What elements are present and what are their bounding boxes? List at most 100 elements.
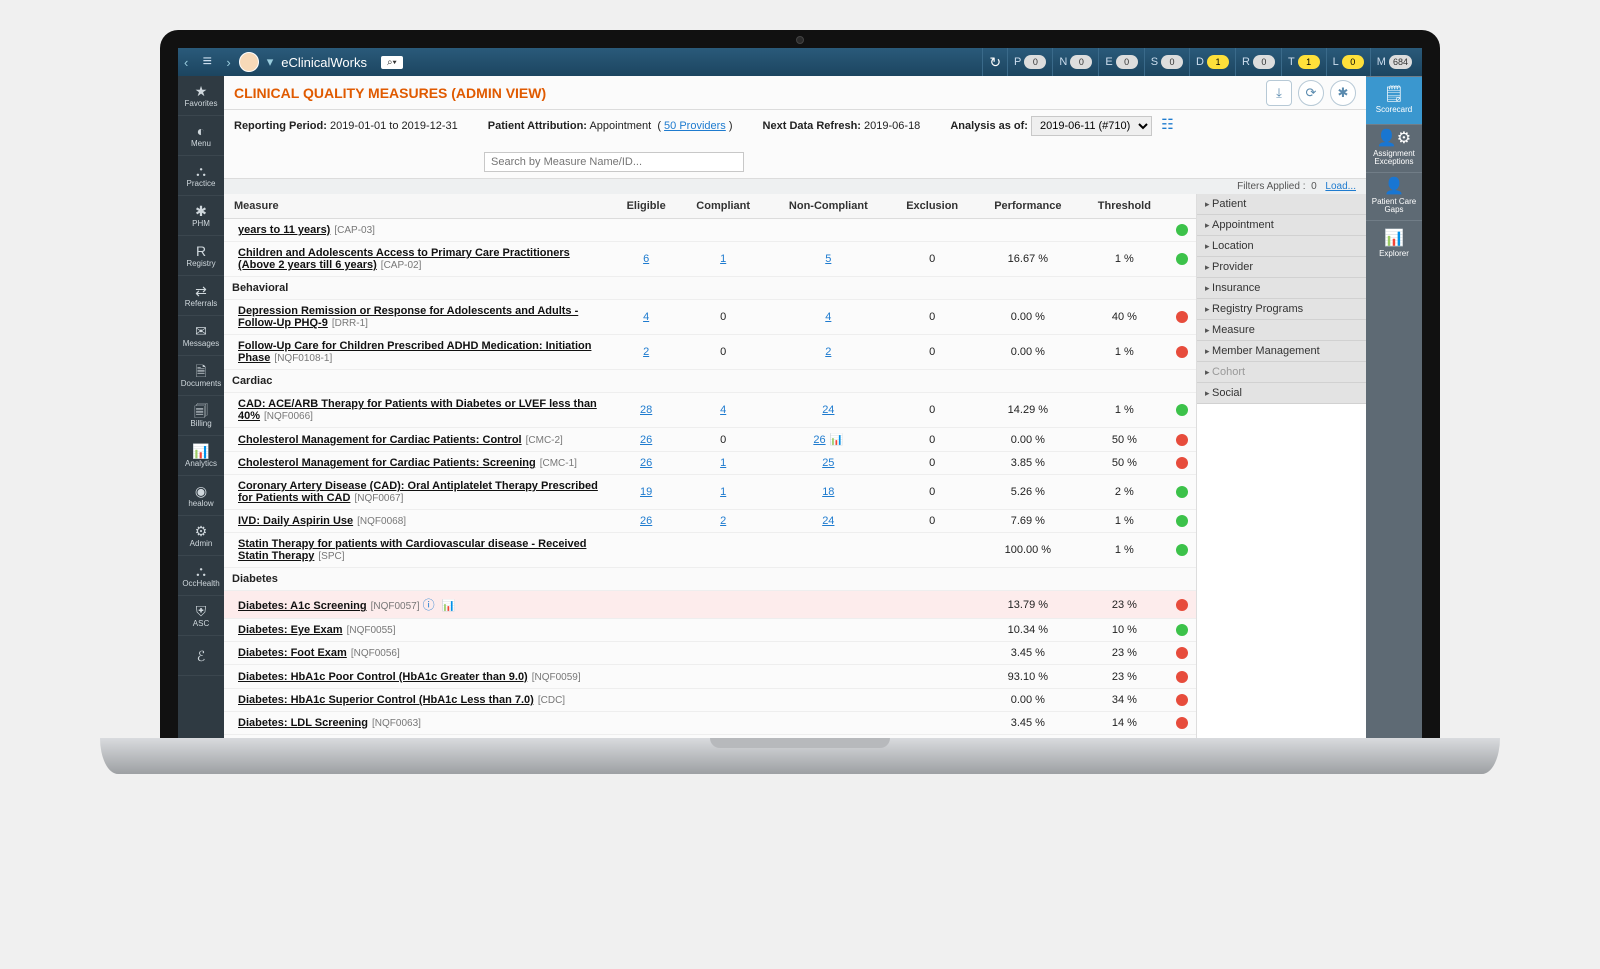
cell-compliant[interactable]: 1 bbox=[679, 452, 766, 475]
measure-link[interactable]: Diabetes: HbA1c Poor Control (HbA1c Grea… bbox=[238, 671, 528, 683]
notif-D[interactable]: D1 bbox=[1189, 48, 1235, 76]
cell-eligible[interactable]: 6 bbox=[613, 242, 680, 277]
filter-location[interactable]: Location bbox=[1197, 236, 1366, 257]
cell-eligible[interactable]: 28 bbox=[613, 393, 680, 428]
leftnav-analytics[interactable]: 📊Analytics bbox=[178, 436, 224, 476]
refresh-icon[interactable]: ↻ bbox=[989, 54, 1001, 71]
measure-link[interactable]: Diabetes: HbA1c Superior Control (HbA1c … bbox=[238, 694, 534, 706]
avatar-chevron[interactable]: ▾ bbox=[265, 54, 276, 70]
cell-noncompliant[interactable]: 4 bbox=[767, 300, 890, 335]
notif-E[interactable]: E0 bbox=[1098, 48, 1143, 76]
list-view-icon[interactable]: ☷ bbox=[1161, 116, 1174, 132]
cell-noncompliant[interactable]: 5 bbox=[767, 242, 890, 277]
avatar[interactable] bbox=[239, 52, 259, 72]
leftnav-practice[interactable]: ⛬Practice bbox=[178, 156, 224, 196]
filter-patient[interactable]: Patient bbox=[1197, 194, 1366, 215]
cell-noncompliant[interactable]: 24 bbox=[767, 510, 890, 533]
info-icon[interactable]: ⓘ bbox=[423, 598, 435, 612]
notif-M[interactable]: M684 bbox=[1370, 48, 1418, 76]
notif-N[interactable]: N0 bbox=[1052, 48, 1098, 76]
measure-link[interactable]: years to 11 years) bbox=[238, 224, 330, 236]
rightnav-assignment-exceptions[interactable]: 👤⚙Assignment Exceptions bbox=[1366, 124, 1422, 172]
measure-link[interactable]: Diabetes: Eye Exam bbox=[238, 624, 343, 636]
leftnav-documents[interactable]: 🗎Documents bbox=[178, 356, 224, 396]
leftnav-admin[interactable]: ⚙Admin bbox=[178, 516, 224, 556]
chart-icon[interactable]: 📊 bbox=[442, 600, 456, 612]
quick-search-button[interactable]: ⌕▾ bbox=[381, 56, 403, 69]
leftnav-registry[interactable]: RRegistry bbox=[178, 236, 224, 276]
notif-T[interactable]: T1 bbox=[1281, 48, 1326, 76]
filters-load-link[interactable]: Load... bbox=[1325, 181, 1356, 192]
cell-eligible[interactable]: 19 bbox=[613, 475, 680, 510]
cell-eligible bbox=[613, 533, 680, 568]
cell-threshold: 23 % bbox=[1081, 642, 1168, 665]
rightnav-explorer[interactable]: 📊Explorer bbox=[1366, 220, 1422, 268]
measure-link[interactable]: Diabetes: A1c Screening bbox=[238, 600, 367, 612]
cell-noncompliant[interactable]: 26📊 bbox=[767, 428, 890, 452]
measure-link[interactable]: Depression Remission or Response for Ado… bbox=[238, 305, 578, 329]
leftnav-asc[interactable]: ⛨ASC bbox=[178, 596, 224, 636]
cell-compliant[interactable]: 1 bbox=[679, 242, 766, 277]
leftnav-menu[interactable]: ◐Menu bbox=[178, 116, 224, 156]
notif-R[interactable]: R0 bbox=[1235, 48, 1281, 76]
cell-eligible[interactable]: 4 bbox=[613, 300, 680, 335]
leftnav-phm[interactable]: ✱PHM bbox=[178, 196, 224, 236]
measure-link[interactable]: Diabetes: Foot Exam bbox=[238, 647, 347, 659]
notif-P[interactable]: P0 bbox=[1007, 48, 1052, 76]
leftnav-label: Analytics bbox=[185, 459, 217, 468]
measure-link[interactable]: Statin Therapy for patients with Cardiov… bbox=[238, 538, 586, 562]
cell-eligible[interactable]: 26 bbox=[613, 428, 680, 452]
refresh-reset-icon[interactable]: ⟳ bbox=[1298, 80, 1324, 106]
cell-compliant[interactable]: 2 bbox=[679, 510, 766, 533]
filter-member-management[interactable]: Member Management bbox=[1197, 341, 1366, 362]
leftnav-eva[interactable]: ℰ bbox=[178, 636, 224, 676]
cell-compliant[interactable]: 4 bbox=[679, 393, 766, 428]
measure-search-input[interactable] bbox=[484, 152, 744, 172]
hamburger-icon[interactable]: ≡ bbox=[196, 53, 218, 71]
leftnav-favorites[interactable]: ★Favorites bbox=[178, 76, 224, 116]
measure-link[interactable]: Coronary Artery Disease (CAD): Oral Anti… bbox=[238, 480, 598, 504]
filter-appointment[interactable]: Appointment bbox=[1197, 215, 1366, 236]
leftnav-healow[interactable]: ◉healow bbox=[178, 476, 224, 516]
filter-registry-programs[interactable]: Registry Programs bbox=[1197, 299, 1366, 320]
cell-eligible[interactable]: 26 bbox=[613, 510, 680, 533]
cell-exclusion: 0 bbox=[890, 335, 975, 370]
filter-social[interactable]: Social bbox=[1197, 383, 1366, 404]
measure-code: [NQF0056] bbox=[351, 648, 400, 659]
cell-noncompliant[interactable]: 25 bbox=[767, 452, 890, 475]
analysis-select[interactable]: 2019-06-11 (#710) bbox=[1031, 116, 1152, 136]
cell-compliant[interactable]: 1 bbox=[679, 475, 766, 510]
rightnav-patient-care-gaps[interactable]: 👤Patient Care Gaps bbox=[1366, 172, 1422, 220]
leftnav-referrals[interactable]: ⇄Referrals bbox=[178, 276, 224, 316]
nav-left-chevron[interactable]: ‹ bbox=[182, 55, 190, 70]
notif-L[interactable]: L0 bbox=[1326, 48, 1370, 76]
filter-measure[interactable]: Measure bbox=[1197, 320, 1366, 341]
leftnav-occhealth[interactable]: ⛬OccHealth bbox=[178, 556, 224, 596]
category-diabetes: Diabetes bbox=[224, 568, 1196, 591]
measure-link[interactable]: IVD: Daily Aspirin Use bbox=[238, 515, 353, 527]
rightnav-scorecard[interactable]: 🗒Scorecard bbox=[1366, 76, 1422, 124]
notif-↻[interactable]: ↻ bbox=[982, 48, 1007, 76]
measure-link[interactable]: Cholesterol Management for Cardiac Patie… bbox=[238, 434, 522, 446]
notif-S[interactable]: S0 bbox=[1144, 48, 1189, 76]
cell-exclusion: 0 bbox=[890, 475, 975, 510]
cell-eligible[interactable]: 26 bbox=[613, 452, 680, 475]
chart-icon[interactable]: 📊 bbox=[830, 434, 844, 446]
leftnav-billing[interactable]: 🗐Billing bbox=[178, 396, 224, 436]
export-icon[interactable]: ⤓ bbox=[1266, 80, 1292, 106]
table-row: Children and Adolescents Access to Prima… bbox=[224, 242, 1196, 277]
filter-insurance[interactable]: Insurance bbox=[1197, 278, 1366, 299]
measure-link[interactable]: Diabetes: LDL Screening bbox=[238, 717, 368, 729]
reporting-period-value: 2019-01-01 to 2019-12-31 bbox=[330, 120, 458, 132]
leftnav-messages[interactable]: ✉Messages bbox=[178, 316, 224, 356]
providers-link[interactable]: 50 Providers bbox=[664, 120, 726, 132]
cell-noncompliant[interactable]: 18 bbox=[767, 475, 890, 510]
cell-noncompliant[interactable]: 2 bbox=[767, 335, 890, 370]
cell-noncompliant[interactable]: 24 bbox=[767, 393, 890, 428]
filter-provider[interactable]: Provider bbox=[1197, 257, 1366, 278]
cell-eligible[interactable]: 2 bbox=[613, 335, 680, 370]
measure-link[interactable]: Cholesterol Management for Cardiac Patie… bbox=[238, 457, 536, 469]
notif-pill: 0 bbox=[1116, 55, 1138, 69]
settings-gear-icon[interactable]: ✱ bbox=[1330, 80, 1356, 106]
nav-right-chevron[interactable]: › bbox=[224, 55, 232, 70]
